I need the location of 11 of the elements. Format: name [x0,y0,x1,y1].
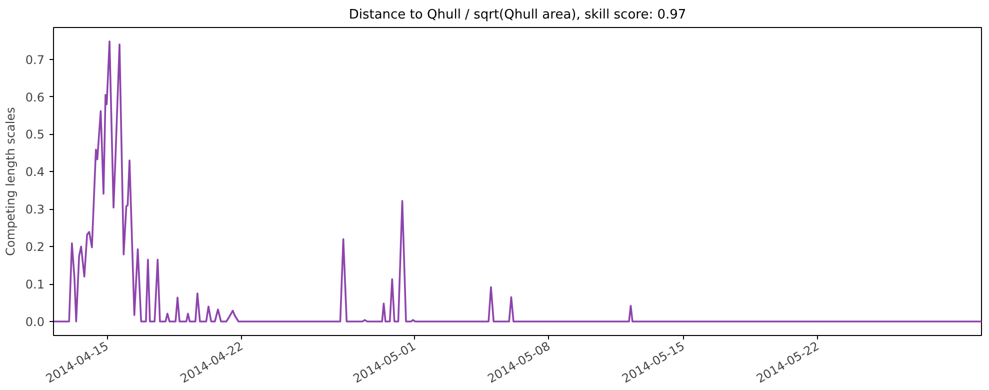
y-tick-label: 0.2 [25,240,45,254]
y-tick-label: 0.3 [25,202,45,217]
y-tick-label: 0.4 [25,165,45,180]
y-tick-label: 0.0 [25,314,45,329]
y-tick-label: 0.6 [25,90,45,104]
y-tick-label: 0.5 [25,128,45,142]
y-axis-title: Competing length scales [3,107,18,256]
chart-title: Distance to Qhull / sqrt(Qhull area), skill score: 0.97 [348,8,686,22]
y-tick-label: 0.1 [25,278,45,292]
line-series [54,40,982,322]
y-tick-label: 0.7 [25,52,45,67]
